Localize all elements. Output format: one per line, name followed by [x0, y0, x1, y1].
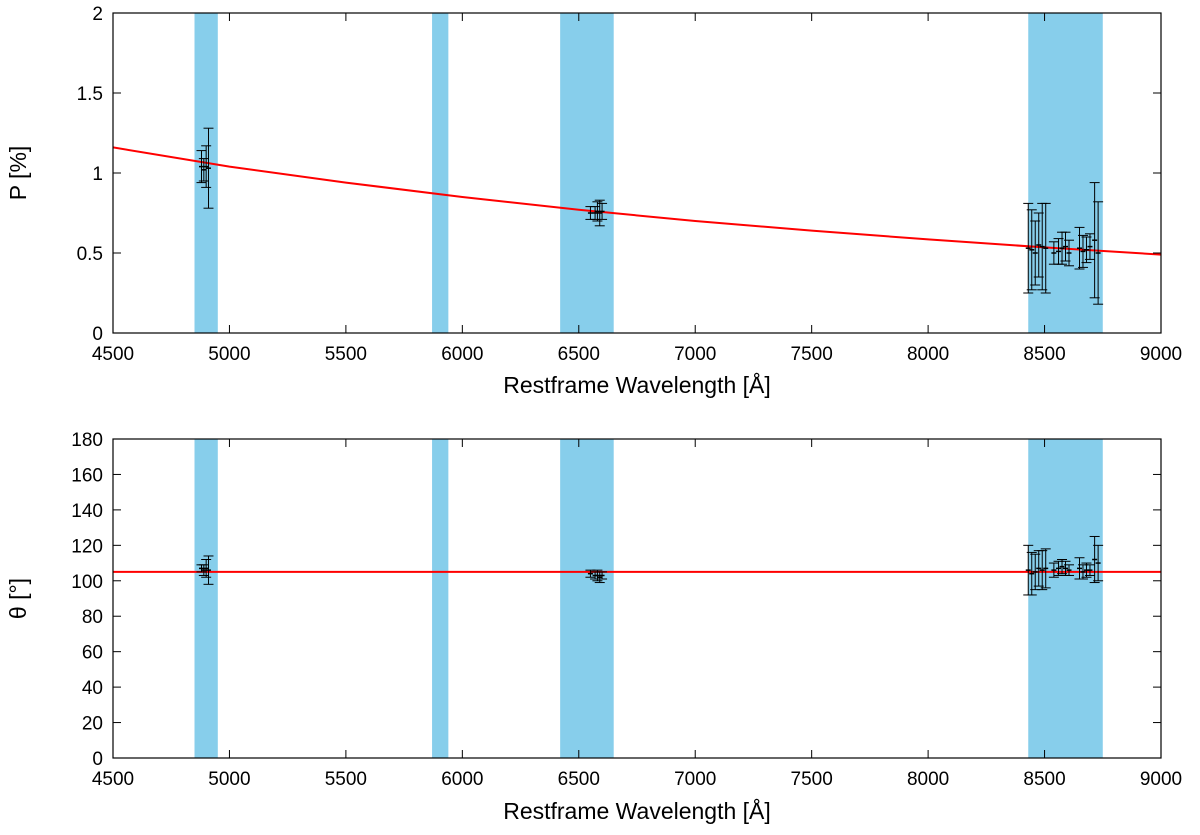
y-tick-label: 2: [92, 4, 103, 25]
x-tick-label: 6500: [558, 769, 600, 790]
y-tick-label: 40: [82, 678, 103, 699]
x-tick-label: 8500: [1023, 344, 1065, 365]
y-tick-label: 0: [92, 749, 103, 770]
data-point: [1089, 535, 1100, 584]
data-point: [592, 201, 603, 222]
y-tick-label: 0: [92, 324, 103, 345]
data-point: [1084, 233, 1095, 260]
x-axis-title: Restframe Wavelength [Å]: [503, 371, 771, 398]
x-tick-label: 4500: [92, 769, 134, 790]
data-point: [201, 559, 212, 578]
x-tick-label: 7500: [791, 344, 833, 365]
x-axis-title: Restframe Wavelength [Å]: [503, 797, 771, 824]
data-point: [594, 199, 605, 227]
y-tick-label: 160: [71, 465, 103, 486]
x-tick-label: 8500: [1023, 769, 1065, 790]
y-axis-title: θ [°]: [5, 578, 31, 619]
x-tick-label: 6500: [558, 344, 600, 365]
y-tick-label: 20: [82, 714, 103, 735]
data-point: [1064, 239, 1075, 267]
y-tick-label: 0.5: [77, 244, 103, 265]
data-point: [203, 555, 214, 585]
data-point: [1074, 226, 1085, 270]
shaded-band: [1028, 439, 1103, 758]
data-point: [594, 571, 605, 584]
shaded-band: [432, 13, 449, 333]
x-tick-label: 5000: [208, 344, 250, 365]
x-tick-label: 6000: [441, 344, 483, 365]
data-point: [597, 202, 608, 220]
data-point: [198, 564, 209, 576]
x-tick-label: 7000: [674, 344, 716, 365]
y-tick-label: 180: [71, 430, 103, 451]
data-point: [1040, 202, 1051, 294]
x-tick-label: 8000: [907, 344, 949, 365]
y-axis-title: P [%]: [5, 146, 31, 201]
data-point: [1026, 551, 1037, 596]
shaded-band: [1028, 13, 1103, 333]
y-tick-label: 60: [82, 643, 103, 664]
fit-line: [113, 146, 1161, 256]
x-tick-label: 6000: [441, 769, 483, 790]
y-tick-label: 80: [82, 607, 103, 628]
shaded-band: [560, 439, 614, 758]
y-tick-label: 1: [92, 164, 103, 185]
y-tick-label: 100: [71, 572, 103, 593]
x-tick-label: 9000: [1140, 769, 1182, 790]
data-point: [1026, 209, 1037, 291]
x-tick-label: 5500: [325, 344, 367, 365]
panel-polarization: 4500 5000 5500 6000 6500 7000 7500 8000 8500 9000…: [5, 4, 1182, 398]
data-point: [1077, 234, 1088, 268]
y-tick-label: 120: [71, 536, 103, 557]
y-tick-label: 140: [71, 501, 103, 522]
data-point: [201, 145, 212, 188]
x-tick-label: 7000: [674, 769, 716, 790]
panel-angle: 4500 5000 5500 6000 6500 7000 7500 8000 8500 9000…: [5, 430, 1182, 824]
data-point: [597, 571, 608, 580]
data-point: [1074, 557, 1085, 580]
x-tick-label: 7500: [791, 769, 833, 790]
x-tick-label: 5000: [208, 769, 250, 790]
shaded-band: [194, 439, 218, 758]
data-point: [1093, 544, 1104, 582]
data-point: [1023, 202, 1034, 294]
data-point: [1084, 564, 1095, 576]
y-tick-label: 1.5: [77, 84, 103, 105]
data-point: [198, 158, 209, 182]
data-point: [203, 127, 214, 209]
x-tick-label: 9000: [1140, 344, 1182, 365]
x-tick-label: 4500: [92, 344, 134, 365]
data-point: [1093, 201, 1104, 305]
data-point: [1040, 548, 1051, 589]
data-point: [1048, 562, 1059, 578]
data-point: [196, 150, 207, 184]
x-tick-label: 5500: [325, 769, 367, 790]
plot-frame: [112, 438, 1162, 759]
shaded-band: [560, 13, 614, 333]
x-tick-label: 8000: [907, 769, 949, 790]
data-point: [1064, 564, 1075, 576]
shaded-band: [432, 439, 449, 758]
